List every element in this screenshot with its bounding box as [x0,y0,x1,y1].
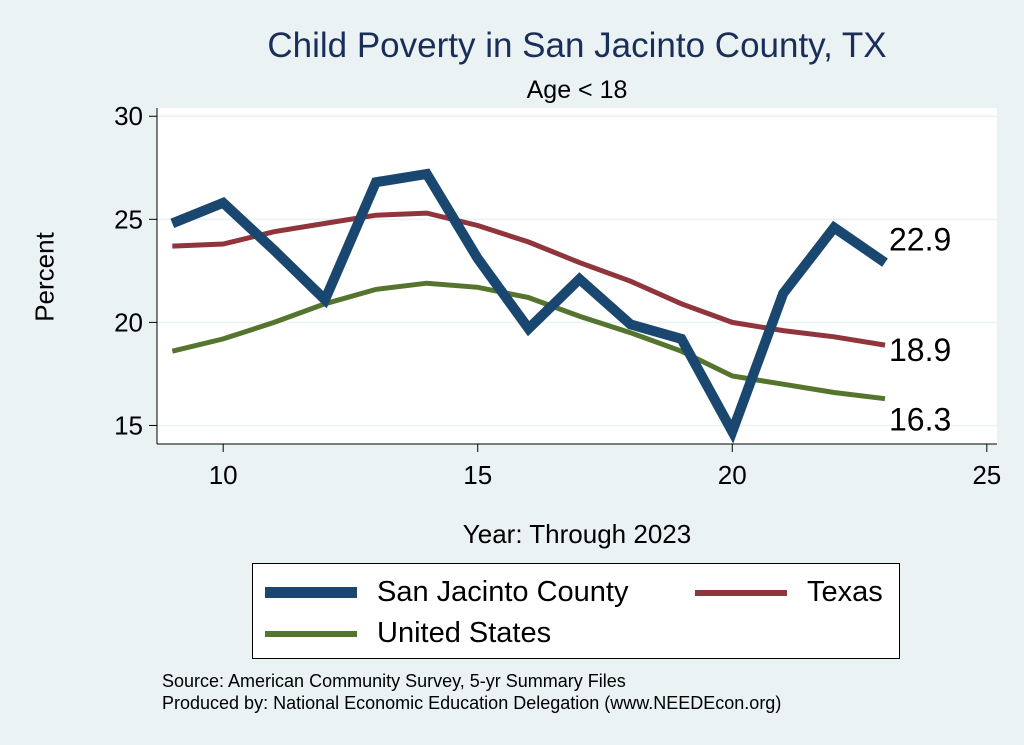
x-tick-label-25: 25 [972,460,1001,490]
legend-label-texas: Texas [807,576,883,608]
y-tick-label-30: 30 [114,101,143,131]
y-tick-label-20: 20 [114,307,143,337]
source-note: Source: American Community Survey, 5-yr … [162,670,781,714]
chart-subtitle: Age < 18 [526,76,628,104]
legend-label-san-jacinto: San Jacinto County [377,576,629,608]
produced-by-line: Produced by: National Economic Education… [162,693,782,713]
gridlines [157,115,997,427]
legend-label-united-states: United States [377,617,552,649]
legend-item-san-jacinto: San Jacinto County [265,576,628,609]
y-tick-label-25: 25 [114,204,143,234]
series-layer [170,168,888,444]
end-label-san-jacinto-county: 22.9 [889,222,951,258]
legend: San Jacinto County Texas United States [252,563,900,659]
legend-item-texas: Texas [695,576,883,609]
legend-swatch-san-jacinto [265,587,357,598]
x-axis-label: Year: Through 2023 [462,519,692,549]
end-labels: 22.9 18.9 16.3 [889,222,951,438]
legend-item-united-states: United States [265,617,551,650]
legend-swatch-united-states [265,630,357,637]
y-tick-label-15: 15 [114,410,143,440]
source-line: Source: American Community Survey, 5-yr … [162,671,626,691]
axes: 15 20 25 30 10 15 20 25 [114,101,1001,490]
end-label-texas: 18.9 [889,332,951,368]
x-tick-label-20: 20 [718,460,747,490]
end-label-united-states: 16.3 [889,402,951,438]
x-tick-label-10: 10 [209,460,238,490]
legend-swatch-texas [695,589,787,596]
chart-title: Child Poverty in San Jacinto County, TX [267,26,887,65]
line-chart: 15 20 25 30 10 15 20 25 22.9 18.9 16.3 [114,101,1001,490]
x-tick-label-15: 15 [463,460,492,490]
